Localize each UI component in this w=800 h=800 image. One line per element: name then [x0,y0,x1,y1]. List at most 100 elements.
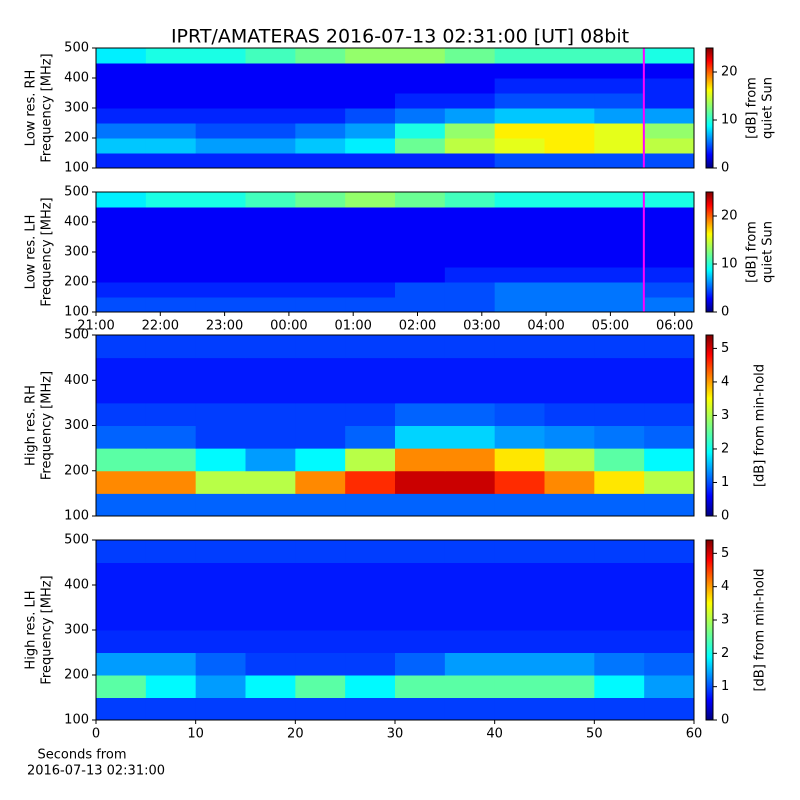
heatmap-cell [245,697,296,721]
heatmap-cell [444,222,496,238]
colorbar-tick-label: 1 [721,475,729,490]
colorbar [705,47,714,169]
heatmap-cell [145,607,197,631]
heatmap-cell [544,108,595,124]
heatmap-cell [444,78,496,94]
heatmap-cell [594,425,645,449]
colorbar-label: quiet Sun [761,221,776,283]
heatmap-cell [544,252,595,268]
heatmap-cell [145,267,197,283]
heatmap-cell [594,192,645,208]
heatmap-cell [395,78,446,94]
y-tick-label: 300 [64,418,89,433]
heatmap-cell [145,470,197,494]
x-tick-label: 21:00 [77,319,114,334]
heatmap-cell [345,493,396,517]
heatmap-cell [395,93,446,109]
heatmap-cell [644,470,695,494]
heatmap-cell [444,630,496,653]
heatmap-cell [345,402,396,426]
heatmap-cell [594,138,645,154]
heatmap-cell [444,493,496,517]
heatmap-cell [444,93,496,109]
heatmap-cell [96,78,147,94]
heatmap-cell [444,108,496,124]
colorbar-label: [dB] from min-hold [753,364,768,487]
heatmap-cell [345,697,396,721]
heatmap-cell [245,335,296,359]
heatmap-cell [494,48,545,64]
heatmap-cell [245,540,296,563]
heatmap-cell [494,297,545,313]
heatmap-cell [295,138,346,154]
heatmap-cell [644,237,695,253]
heatmap-cell [494,357,545,381]
heatmap-cell [245,63,296,79]
heatmap-cell [96,207,147,223]
heatmap-cell [345,335,396,359]
heatmap-cell [444,297,496,313]
heatmap-cell [195,237,246,253]
heatmap-cell [444,237,496,253]
heatmap-cell [195,540,246,563]
x-tick-label: 22:00 [142,319,179,334]
heatmap-cell [494,675,545,698]
heatmap-cell [544,630,595,653]
heatmap-cell [195,222,246,238]
heatmap-cell [295,357,346,381]
heatmap-cell [594,237,645,253]
heatmap-cell [96,153,147,169]
heatmap-cell [195,470,246,494]
x-tick-label: 40 [486,727,503,742]
heatmap-cell [145,63,197,79]
heatmap-cell [494,630,545,653]
heatmap-cell [245,652,296,676]
heatmap-cell [444,675,496,698]
heatmap-cell [444,48,496,64]
heatmap-cell [544,192,595,208]
heatmap-cell [145,93,197,109]
heatmap-cell [345,192,396,208]
heatmap-cell [195,562,246,586]
heatmap-cell [295,282,346,298]
heatmap-cell [96,357,147,381]
x-tick-label: 20 [287,727,304,742]
heatmap-cell [594,63,645,79]
heatmap-cell [295,585,346,608]
heatmap-cell [145,562,197,586]
heatmap-cell [195,425,246,449]
heatmap-cell [594,222,645,238]
heatmap-cell [494,207,545,223]
heatmap-cell [494,192,545,208]
x-tick-label: 60 [686,727,703,742]
heatmap-cell [594,652,645,676]
heatmap-cell [644,675,695,698]
heatmap-cell [544,138,595,154]
y-tick-label: 100 [64,305,89,320]
heatmap-cell [295,153,346,169]
heatmap-cell [644,282,695,298]
heatmap-cell [494,652,545,676]
heatmap-cell [195,123,246,139]
heatmap-cell [395,630,446,653]
heatmap-cell [245,562,296,586]
heatmap-cell [644,630,695,653]
heatmap-cell [494,153,545,169]
y-tick-label: 500 [64,185,89,200]
heatmap-cell [644,207,695,223]
heatmap-cell [145,357,197,381]
heatmap-cell [145,108,197,124]
heatmap-cell [145,335,197,359]
heatmap-cell [195,63,246,79]
y-tick-label: 400 [64,373,89,388]
colorbar-tick-label: 4 [721,579,729,594]
heatmap-cell [494,78,545,94]
heatmap-cell [395,252,446,268]
heatmap-cell [644,402,695,426]
x-tick-label: 0 [92,727,100,742]
heatmap-cell [145,252,197,268]
heatmap-cell [96,252,147,268]
heatmap-cell [494,562,545,586]
colorbar [705,191,714,313]
heatmap-cell [96,63,147,79]
